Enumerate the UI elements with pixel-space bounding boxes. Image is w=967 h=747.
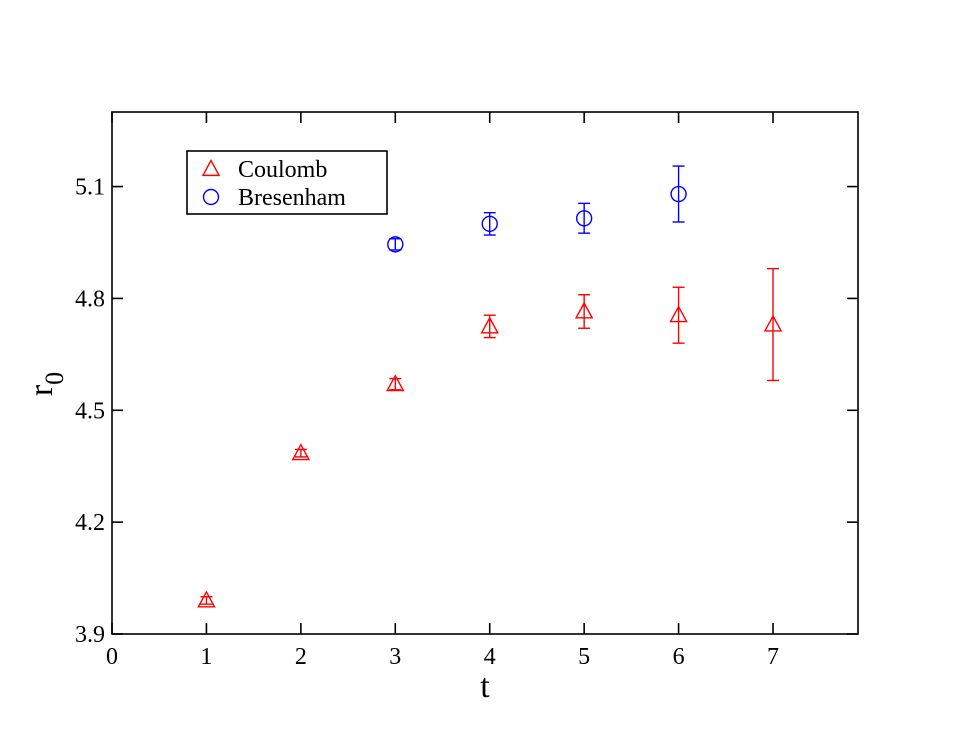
legend-marker-coulomb bbox=[201, 159, 221, 177]
data-point bbox=[574, 301, 594, 319]
x-tick-label: 5 bbox=[578, 644, 590, 670]
x-tick-labels: 0 1 2 3 4 5 6 7 bbox=[106, 644, 779, 670]
legend-marker-bresenham bbox=[202, 188, 220, 206]
y-axis-label-group: r0 bbox=[23, 372, 69, 396]
data-point bbox=[197, 590, 216, 608]
data-point bbox=[386, 374, 405, 392]
y-tick-labels: 3.9 4.2 4.5 4.8 5.1 bbox=[75, 175, 105, 648]
data-marks bbox=[197, 165, 783, 608]
x-tick-label: 0 bbox=[106, 644, 118, 670]
y-tick-label: 4.5 bbox=[75, 398, 105, 424]
axis-ticks bbox=[111, 112, 858, 635]
data-point bbox=[575, 210, 593, 227]
y-tick-label: 5.1 bbox=[75, 175, 105, 201]
legend-label-bresenham: Bresenham bbox=[238, 185, 346, 211]
data-point bbox=[480, 316, 499, 334]
x-tick-label: 6 bbox=[673, 644, 685, 670]
series-coulomb bbox=[197, 267, 783, 608]
data-point bbox=[669, 305, 688, 323]
plot-frame bbox=[111, 111, 859, 635]
x-tick-label: 2 bbox=[295, 644, 307, 670]
data-point bbox=[763, 314, 783, 332]
y-axis-label-subscript: 0 bbox=[40, 372, 69, 385]
y-axis-label: r bbox=[23, 384, 60, 396]
data-point bbox=[387, 236, 404, 253]
data-point bbox=[481, 215, 498, 233]
y-tick-label: 4.8 bbox=[75, 286, 105, 312]
y-tick-label: 3.9 bbox=[75, 622, 105, 648]
x-tick-label: 4 bbox=[484, 644, 496, 670]
x-tick-label: 7 bbox=[767, 644, 779, 670]
data-point bbox=[670, 185, 687, 203]
svg-text:r0: r0 bbox=[23, 372, 69, 396]
y-tick-label: 4.2 bbox=[75, 510, 105, 536]
legend-label-coulomb: Coulomb bbox=[238, 157, 327, 183]
x-tick-label: 1 bbox=[200, 644, 212, 670]
series-bresenham bbox=[387, 165, 687, 253]
x-axis-label: t bbox=[480, 668, 490, 705]
legend-box bbox=[186, 150, 388, 215]
x-tick-label: 3 bbox=[389, 644, 401, 670]
data-point bbox=[291, 443, 311, 461]
